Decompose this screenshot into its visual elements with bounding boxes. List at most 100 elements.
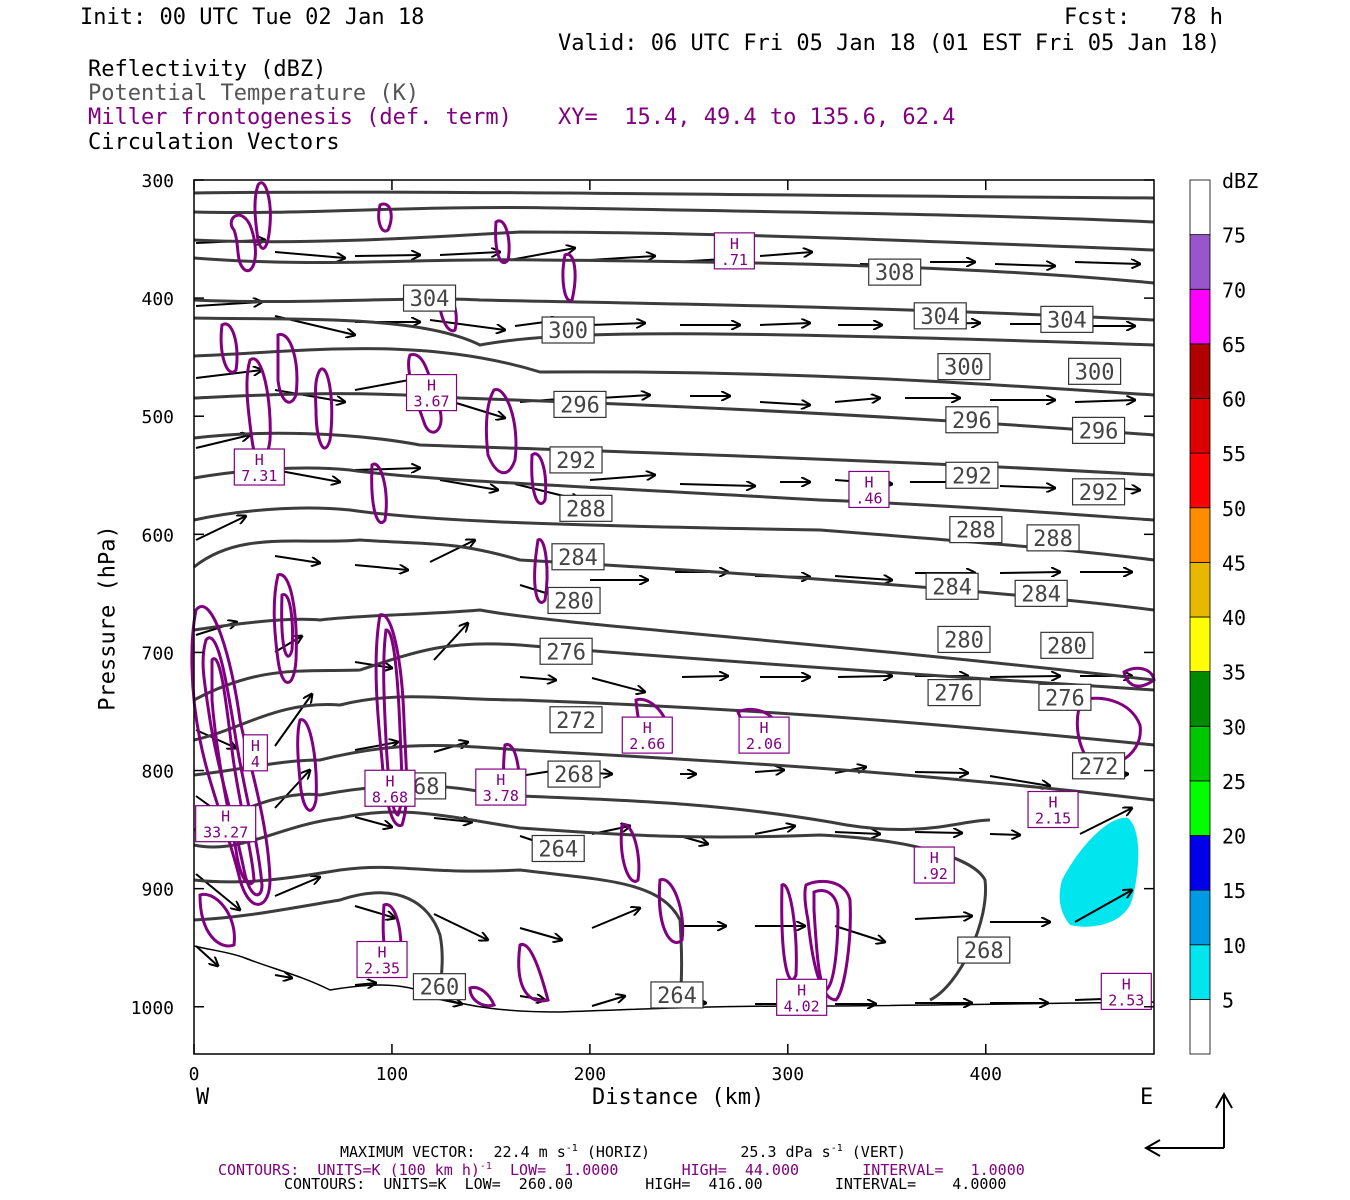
frontogenesis-max-value-2: 7.31 [241, 467, 277, 485]
x-axis-west-label: W [196, 1086, 209, 1110]
circulation-vector-2 [355, 255, 420, 256]
colorbar-level-4: 25 [1222, 770, 1246, 794]
circulation-vector-92 [835, 832, 880, 834]
frontogenesis-max-value-10: 2.15 [1035, 810, 1071, 828]
theta-label-23: 276 [934, 682, 974, 707]
theta-contour-13 [194, 644, 1154, 700]
theta-label-2: 304 [920, 305, 960, 330]
theta-label-8: 296 [952, 409, 992, 434]
circulation-vector-35 [1075, 400, 1135, 402]
theta-contour-2 [194, 232, 1154, 250]
circulation-vector-99 [434, 914, 488, 940]
circulation-vector-11 [1075, 262, 1140, 264]
theta-contour-6 [194, 349, 1154, 395]
theta-label-0: 308 [875, 261, 915, 286]
theta-contour-4 [194, 299, 1154, 320]
circulation-vector-58 [1000, 572, 1060, 573]
x-tick-label-3: 300 [772, 1064, 805, 1085]
circulation-vector-66 [682, 676, 728, 677]
y-tick-label-1: 400 [141, 289, 174, 310]
frontogenesis-max-value-9: 33.27 [203, 824, 248, 842]
circulation-vector-79 [755, 770, 784, 772]
frontogenesis-max-value-3: .46 [855, 489, 882, 507]
circulation-vector-86 [355, 817, 392, 827]
colorbar-segment-8 [1190, 562, 1210, 617]
theta-label-5: 300 [944, 356, 984, 381]
frontogenesis-max-value-12: 2.35 [364, 960, 400, 978]
vector-legend [1146, 1094, 1232, 1156]
colorbar-segment-3 [1190, 836, 1210, 891]
footer-theta-contours: CONTOURS: UNITS=K LOW= 260.00 HIGH= 416.… [284, 1176, 1006, 1193]
frontogenesis-max-value-14: 2.53 [1108, 991, 1144, 1009]
colorbar-segment-1 [1190, 945, 1210, 1000]
circulation-vector-41 [590, 475, 655, 480]
y-tick-label-4: 700 [141, 643, 174, 664]
frontogenesis-contour-30 [782, 885, 797, 980]
circulation-vector-65 [592, 678, 645, 692]
circulation-vector-70 [990, 676, 1060, 677]
y-tick-label-2: 500 [141, 407, 174, 428]
frontogenesis-max-value-13: 4.02 [784, 997, 820, 1015]
x-tick-label-4: 400 [969, 1064, 1002, 1085]
colorbar-segment-6 [1190, 672, 1210, 727]
colorbar-segment-14 [1190, 235, 1210, 290]
colorbar-title: dBZ [1222, 169, 1258, 193]
x-axis-east-label: E [1140, 1086, 1153, 1110]
colorbar-segment-5 [1190, 726, 1210, 781]
colorbar-segment-2 [1190, 890, 1210, 945]
theta-label-20: 280 [944, 628, 984, 653]
circulation-vector-1 [275, 252, 345, 258]
theta-label-17: 284 [932, 575, 972, 600]
colorbar-segment-11 [1190, 399, 1210, 454]
theta-label-30: 264 [538, 837, 578, 862]
colorbar-segment-9 [1190, 508, 1210, 563]
circulation-vector-56 [835, 576, 892, 580]
circulation-vector-61 [275, 636, 302, 652]
colorbar-level-7: 40 [1222, 606, 1246, 630]
frontogenesis-units-exponent: -1 [480, 1161, 492, 1172]
x-tick-label-2: 200 [574, 1064, 607, 1085]
theta-label-12: 292 [1079, 481, 1119, 506]
colorbar-segment-10 [1190, 453, 1210, 508]
theta-label-18: 284 [1021, 582, 1061, 607]
colorbar-segment-4 [1190, 781, 1210, 836]
circulation-vector-105 [915, 916, 972, 919]
frontogenesis-max-value-6: 2.06 [746, 735, 782, 753]
colorbar-level-9: 50 [1222, 497, 1246, 521]
colorbar-level-11: 60 [1222, 388, 1246, 412]
x-tick-label-1: 100 [376, 1064, 409, 1085]
theta-contours [194, 192, 1154, 1000]
colorbar-level-5: 30 [1222, 715, 1246, 739]
colorbar-segment-13 [1190, 289, 1210, 344]
circulation-vector-94 [990, 834, 1020, 835]
frontogenesis-max-value-0: .71 [721, 251, 748, 269]
frontogenesis-contour-11 [486, 390, 516, 473]
theta-contour-0 [194, 192, 1154, 198]
frontogenesis-contour-6 [221, 324, 237, 372]
colorbar-level-3: 20 [1222, 825, 1246, 849]
circulation-vector-48 [196, 516, 246, 540]
circulation-vector-64 [520, 677, 556, 680]
frontogenesis-contour-33 [519, 944, 548, 1000]
theta-contour-9 [194, 468, 1154, 520]
theta-contour-1 [194, 207, 1154, 222]
circulation-vector-50 [355, 565, 408, 570]
circulation-vector-38 [355, 468, 420, 470]
colorbar-level-2: 15 [1222, 879, 1246, 903]
frontogenesis-contour-9 [315, 369, 331, 448]
theta-label-9: 296 [1079, 419, 1119, 444]
circulation-vector-29 [600, 395, 650, 398]
circulation-vector-49 [275, 556, 320, 563]
theta-label-26: 272 [1079, 755, 1119, 780]
theta-label-3: 304 [1047, 308, 1087, 333]
frontogenesis-contour-28 [659, 880, 682, 943]
theta-label-13: 288 [566, 497, 606, 522]
theta-label-16: 284 [558, 546, 598, 571]
x-axis-title: Distance (km) [592, 1086, 764, 1110]
theta-label-6: 300 [1075, 360, 1115, 385]
theta-label-4: 300 [548, 319, 588, 344]
colorbar-segment-0 [1190, 999, 1210, 1054]
circulation-vector-101 [592, 908, 640, 928]
theta-label-1: 304 [410, 287, 450, 312]
